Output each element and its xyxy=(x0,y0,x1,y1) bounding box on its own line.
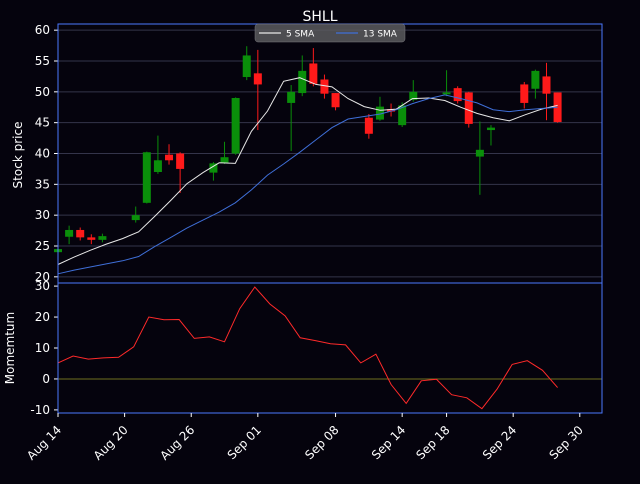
legend: 5 SMA 13 SMA xyxy=(254,23,406,43)
candle-body xyxy=(65,229,74,237)
price-panel: 20 25 30 35 40 45 50 55 60 xyxy=(35,23,603,284)
chart-title: SHLL xyxy=(302,9,337,25)
candle-body xyxy=(165,154,174,161)
price-tick-label: 60 xyxy=(35,23,50,37)
price-tick-label: 40 xyxy=(35,147,50,161)
legend-box xyxy=(254,23,406,43)
candle-body xyxy=(76,229,85,238)
candle-body xyxy=(442,92,451,95)
candle-body xyxy=(242,55,251,78)
price-tick-label: 45 xyxy=(35,116,50,130)
candle-body xyxy=(231,98,240,154)
candle-body xyxy=(87,237,96,240)
candle-body xyxy=(375,106,384,120)
price-tick-label: 50 xyxy=(35,85,50,99)
candle-body xyxy=(131,215,140,221)
momentum-tick-label: 0 xyxy=(42,372,50,386)
candle-body xyxy=(220,157,229,163)
momentum-line xyxy=(57,286,558,410)
sma13-line xyxy=(57,94,558,275)
price-tick-label: 20 xyxy=(35,270,50,284)
candle-body xyxy=(331,93,340,108)
candle-body xyxy=(486,127,495,131)
legend-label-sma5: 5 SMA xyxy=(286,30,315,40)
momentum-tick-label: -10 xyxy=(30,403,50,417)
candle-body xyxy=(364,117,373,134)
momentum-frame xyxy=(57,282,603,414)
candle-body xyxy=(98,236,107,240)
price-axis-label: Stock price xyxy=(11,122,25,189)
candle-body xyxy=(520,84,529,103)
momentum-tick-label: 20 xyxy=(35,310,50,324)
candle-body xyxy=(176,153,185,169)
candle-body xyxy=(320,79,329,94)
sma5-line xyxy=(57,77,558,265)
candle-body xyxy=(475,149,484,157)
candle-body xyxy=(153,160,162,172)
momentum-panel: -10 0 10 20 30 xyxy=(30,279,603,417)
candle-body xyxy=(142,152,151,203)
candle-body xyxy=(409,91,418,100)
price-tick-label: 55 xyxy=(35,54,50,68)
price-tick-label: 35 xyxy=(35,177,50,191)
momentum-tick-label: 30 xyxy=(35,279,50,293)
candle-body xyxy=(387,109,396,112)
candle-body xyxy=(298,70,307,94)
candle-body xyxy=(209,163,218,173)
candle-body xyxy=(287,91,296,103)
momentum-plot-area xyxy=(58,283,602,413)
momentum-axis-label: Momemtum xyxy=(3,312,17,384)
candle-body xyxy=(253,73,262,85)
price-tick-label: 30 xyxy=(35,208,50,222)
momentum-tick-label: 10 xyxy=(35,341,50,355)
price-tick-label: 25 xyxy=(35,239,50,253)
candle-body xyxy=(464,92,473,124)
legend-label-sma13: 13 SMA xyxy=(363,30,398,40)
candle-body xyxy=(542,76,551,94)
candle-body xyxy=(309,63,318,84)
candle-body xyxy=(398,105,407,126)
candle-body xyxy=(531,70,540,89)
candle-body xyxy=(453,88,462,102)
